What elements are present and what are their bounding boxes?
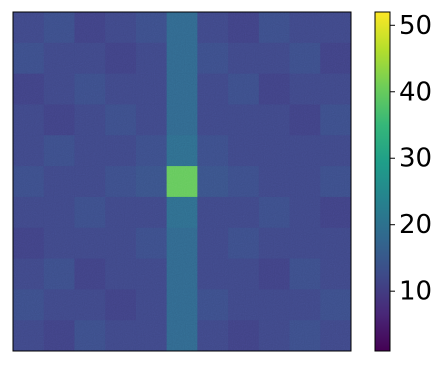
colorbar-tick-label: 50 (399, 11, 432, 41)
colorbar-tick-label: 10 (399, 277, 432, 307)
plot-frame (12, 11, 352, 352)
colorbar-tick-label: 20 (399, 210, 432, 240)
colorbar-tick-label: 40 (399, 77, 432, 107)
noise-texture (13, 12, 351, 351)
colorbar-ticks: 10 20 30 40 50 (390, 11, 432, 307)
colorbar-tick-label: 30 (399, 144, 432, 174)
colorbar (374, 11, 391, 352)
